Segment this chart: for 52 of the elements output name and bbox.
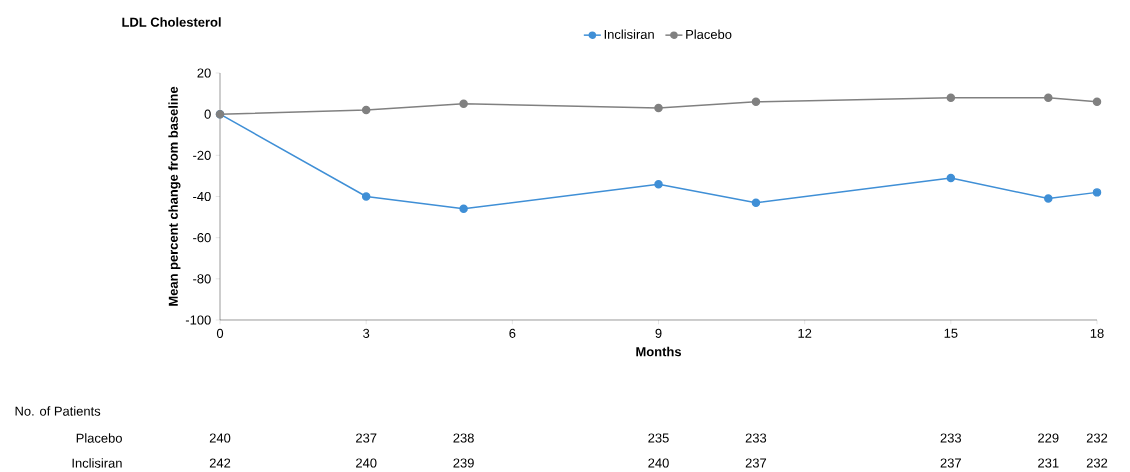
text: 237	[745, 458, 767, 468]
x-tick-label: 18	[1090, 328, 1104, 338]
y-tick-label: -100	[185, 315, 211, 325]
text: 237	[940, 458, 961, 468]
x-tick-label: 15	[944, 328, 958, 338]
x-axis-title: Months	[636, 346, 681, 357]
y-axis-title: Mean percent change from baseline	[168, 86, 181, 306]
point	[361, 105, 371, 115]
text: 231	[1038, 458, 1059, 468]
point	[361, 192, 371, 201]
chart-title: LDL Cholesterol	[122, 17, 221, 27]
text: 240	[209, 433, 231, 443]
text: No. of Patients	[15, 406, 101, 416]
text: 237	[356, 433, 377, 443]
point	[1092, 97, 1102, 107]
point	[946, 173, 956, 183]
point	[1092, 188, 1102, 197]
text: 238	[453, 433, 474, 443]
point	[1044, 194, 1053, 203]
text: 240	[356, 458, 377, 468]
text: 233	[745, 433, 767, 443]
legend-label: Inclisiran	[604, 29, 654, 39]
y-tick-label: -40	[193, 191, 211, 202]
text: Inclisiran	[72, 458, 122, 468]
x-tick-label: 12	[798, 328, 812, 338]
point	[654, 103, 663, 113]
y-tick-label: -20	[193, 150, 211, 160]
text: Placebo	[76, 433, 122, 443]
x-tick-label: 6	[509, 328, 516, 338]
y-tick-label: -60	[193, 233, 211, 243]
text: 240	[648, 458, 669, 468]
point	[459, 99, 468, 109]
text: 232	[1086, 458, 1108, 468]
text: 242	[209, 458, 231, 468]
legend-label: Placebo	[686, 29, 732, 39]
text: 229	[1038, 433, 1059, 443]
text: 239	[453, 458, 474, 468]
text: 235	[648, 433, 669, 443]
x-tick-label: 3	[363, 328, 370, 338]
y-tick-label: 20	[197, 68, 211, 78]
text: 233	[940, 433, 962, 443]
y-tick-label: -80	[193, 274, 211, 284]
point	[946, 93, 956, 102]
point	[459, 204, 468, 214]
point	[654, 179, 663, 189]
x-tick-label: 0	[216, 328, 224, 338]
y-tick-label: 0	[204, 109, 211, 119]
x-tick-label: 9	[655, 328, 662, 338]
point	[751, 97, 761, 107]
text: 232	[1086, 433, 1108, 443]
point	[751, 198, 761, 207]
point	[1044, 93, 1053, 102]
